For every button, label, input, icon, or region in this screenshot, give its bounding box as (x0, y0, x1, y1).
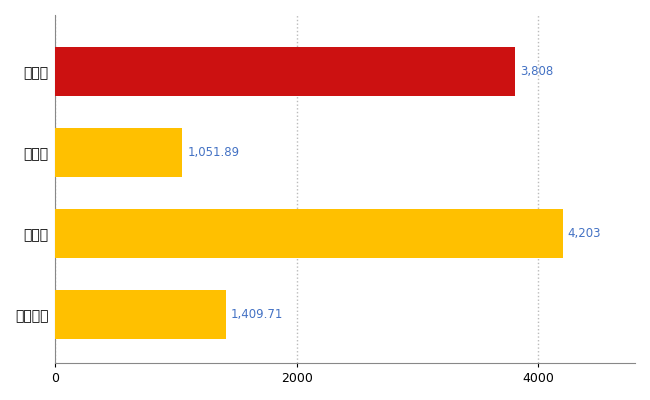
Bar (55, 47, 515, 96)
Bar (55, 290, 226, 339)
Text: 1,051.89: 1,051.89 (187, 146, 239, 159)
Text: 4,203: 4,203 (567, 227, 601, 240)
Bar (55, 209, 563, 258)
Bar (55, 128, 183, 177)
Text: 3,808: 3,808 (520, 65, 553, 78)
Text: 1,409.71: 1,409.71 (231, 308, 283, 321)
